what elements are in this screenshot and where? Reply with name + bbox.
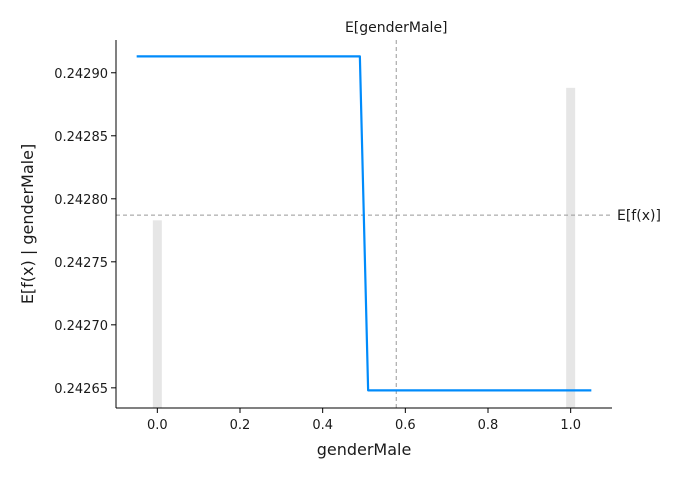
y-tick-label: 0.24275 [54, 256, 108, 271]
series-line [136, 55, 592, 392]
expected-x-label: E[genderMale] [345, 20, 448, 36]
y-axis-title: E[f(x) | genderMale] [18, 144, 37, 304]
y-tick-label: 0.24270 [54, 319, 108, 334]
x-tick-label: 1.0 [560, 418, 581, 433]
x-tick-label: 0.2 [230, 418, 251, 433]
y-tick-label: 0.24290 [54, 67, 108, 82]
x-tick-label: 0.6 [395, 418, 416, 433]
y-axis-ticks: 0.24265 0.24270 0.24275 0.24280 0.24285 0.242… [54, 67, 116, 397]
histogram-bar [566, 87, 576, 408]
series-layer [136, 55, 592, 392]
x-axis-ticks: 0.0 0.2 0.4 0.6 0.8 1.0 [147, 408, 581, 433]
x-axis-title: genderMale [317, 440, 412, 459]
y-tick-label: 0.24265 [54, 382, 108, 397]
x-tick-label: 0.0 [147, 418, 168, 433]
expected-y-label: E[f(x)] [617, 208, 661, 224]
axes [115, 40, 612, 409]
histogram-bar [152, 220, 162, 408]
feature-histogram [152, 87, 576, 408]
x-tick-label: 0.8 [478, 418, 499, 433]
x-tick-label: 0.4 [312, 418, 333, 433]
y-tick-label: 0.24280 [54, 193, 108, 208]
y-tick-label: 0.24285 [54, 130, 108, 145]
